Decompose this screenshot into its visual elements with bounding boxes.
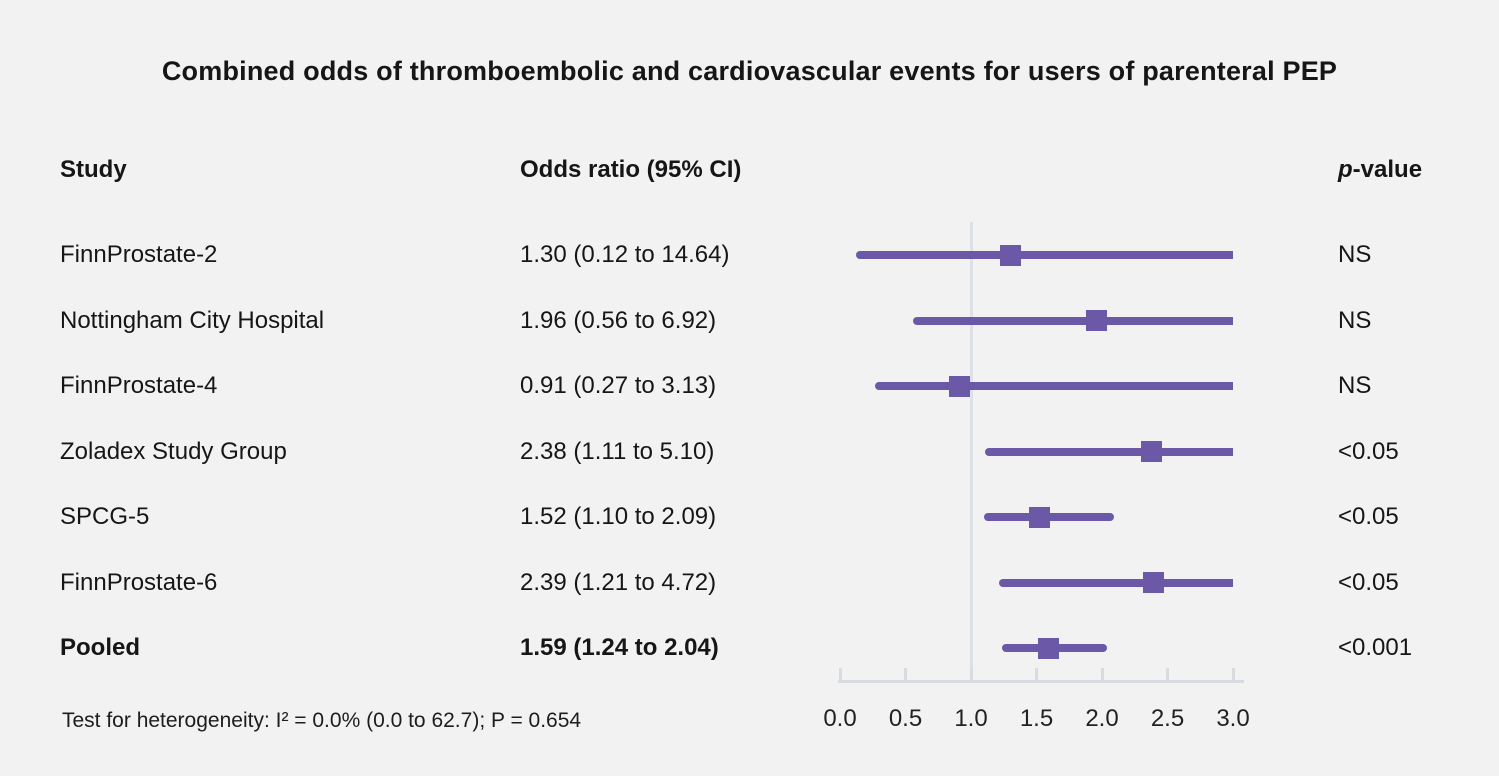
confidence-interval-line	[985, 447, 1233, 456]
x-axis-baseline	[838, 680, 1244, 683]
x-axis-tick	[838, 668, 842, 680]
column-header-odds-ratio: Odds ratio (95% CI)	[520, 156, 742, 183]
p-value-label: NS	[1338, 306, 1372, 334]
point-estimate-marker	[1028, 506, 1050, 528]
odds-ratio-label: 1.96 (0.56 to 6.92)	[520, 306, 717, 334]
p-value-header-suffix: -value	[1352, 156, 1423, 183]
study-label: Zoladex Study Group	[60, 437, 287, 465]
p-value-label: NS	[1338, 372, 1372, 399]
study-label: FinnProstate-2	[60, 241, 218, 268]
x-axis-tick-label: 2.5	[1150, 705, 1185, 732]
x-axis-tick	[904, 668, 907, 680]
p-value-label: NS	[1338, 241, 1372, 268]
odds-ratio-label: 1.30 (0.12 to 14.64)	[520, 241, 730, 268]
column-header-study: Study	[60, 156, 127, 183]
x-axis-tick-label: 2.0	[1085, 705, 1119, 732]
x-axis-tick-label: 0.0	[823, 705, 857, 732]
confidence-interval-line	[998, 578, 1233, 587]
odds-ratio-label: 2.38 (1.11 to 5.10)	[520, 437, 715, 465]
x-axis-tick-label: 3.0	[1216, 705, 1250, 732]
column-header-p-value: p-value	[1338, 156, 1422, 184]
point-estimate-marker	[1142, 572, 1164, 593]
odds-ratio-label: 1.59 (1.24 to 2.04)	[520, 634, 719, 661]
confidence-interval-line	[913, 316, 1233, 325]
study-label: Nottingham City Hospital	[60, 306, 325, 334]
reference-line-or-1	[969, 222, 973, 683]
study-label: FinnProstate-4	[60, 372, 218, 399]
point-estimate-marker	[948, 375, 970, 397]
heterogeneity-note: Test for heterogeneity: I² = 0.0% (0.0 t…	[62, 709, 582, 732]
odds-ratio-label: 2.39 (1.21 to 4.72)	[520, 568, 717, 596]
odds-ratio-label: 0.91 (0.27 to 3.13)	[520, 372, 717, 399]
x-axis-tick-label: 1.0	[954, 705, 988, 732]
x-axis-tick	[1166, 668, 1169, 680]
odds-ratio-label: 1.52 (1.10 to 2.09)	[520, 503, 717, 530]
p-value-label: <0.05	[1338, 568, 1399, 596]
chart-title: Combined odds of thromboembolic and card…	[161, 56, 1338, 86]
p-value-header-italic-p: p	[1338, 156, 1353, 183]
x-axis-tick-label: 0.5	[888, 705, 923, 732]
study-label: SPCG-5	[60, 503, 150, 530]
confidence-interval-line	[855, 251, 1233, 259]
x-axis-tick	[969, 668, 973, 680]
point-estimate-marker	[1086, 310, 1108, 331]
study-label: Pooled	[60, 634, 141, 661]
x-axis-tick	[1100, 668, 1104, 680]
point-estimate-marker	[1037, 637, 1059, 659]
x-axis-tick	[1231, 668, 1235, 680]
p-value-label: <0.001	[1338, 634, 1413, 661]
point-estimate-marker	[1141, 441, 1163, 462]
p-value-label: <0.05	[1338, 437, 1399, 465]
study-label: FinnProstate-6	[60, 568, 218, 596]
x-axis-tick	[1035, 668, 1038, 680]
confidence-interval-line	[875, 382, 1233, 390]
point-estimate-marker	[999, 244, 1021, 266]
x-axis-tick-label: 1.5	[1019, 705, 1054, 732]
p-value-label: <0.05	[1338, 503, 1399, 530]
